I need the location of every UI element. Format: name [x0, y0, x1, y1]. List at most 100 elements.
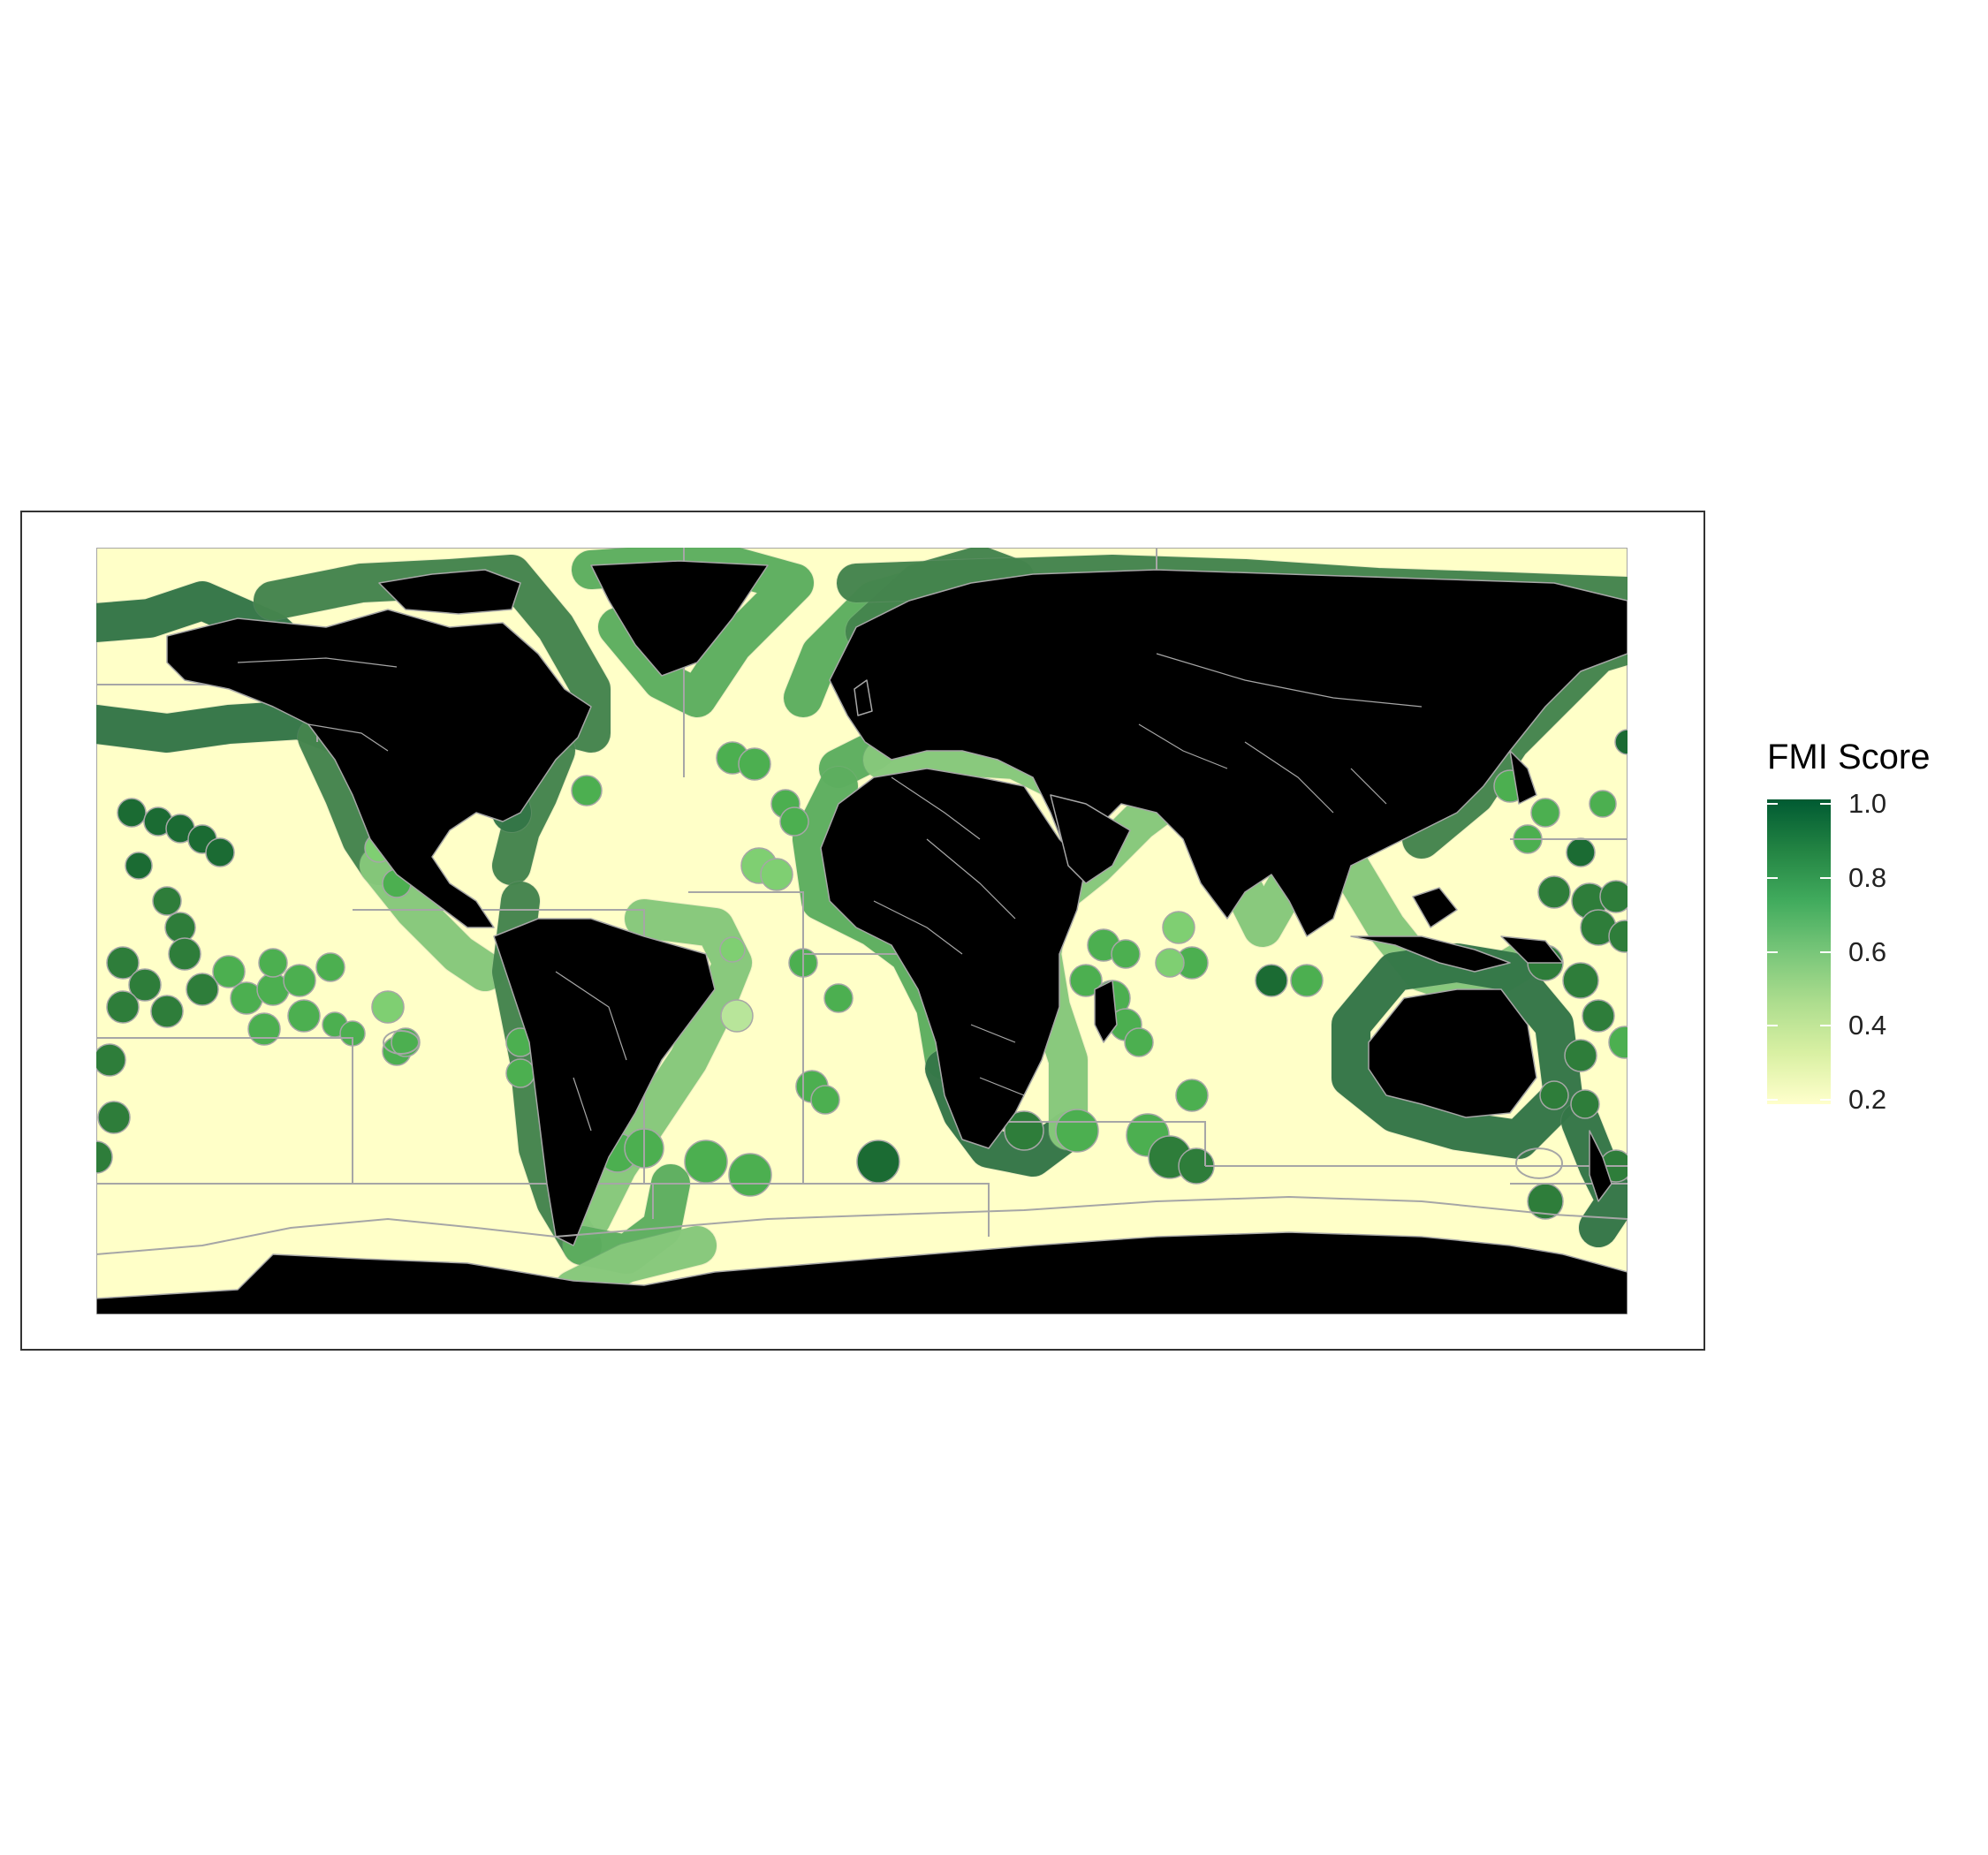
pacific-island-eez — [247, 1012, 281, 1046]
christmas-eez — [1290, 964, 1324, 997]
legend-tick-mark — [1820, 950, 1831, 953]
pacific-island-eez — [150, 995, 184, 1028]
hawaii-eez — [117, 798, 147, 828]
legend: FMI Score 1.0 0.8 0.6 0.4 0.2 — [1758, 738, 1979, 1135]
aleutian-eez — [1614, 729, 1628, 755]
pacific-island-eez — [96, 1140, 113, 1174]
crozet-eez — [1055, 1109, 1099, 1153]
cocos-eez — [1255, 964, 1288, 997]
legend-tick-mark — [1767, 950, 1778, 953]
pacific-island-eez — [164, 912, 196, 943]
legend-tick-label: 0.8 — [1848, 861, 1887, 893]
south-america — [493, 918, 716, 1246]
fiji-eez — [1608, 1026, 1628, 1059]
australia — [1368, 988, 1537, 1118]
legend-tick-mark — [1767, 876, 1778, 879]
marianas-eez — [1566, 837, 1596, 867]
pitcairn-eez — [383, 1030, 420, 1055]
country-border — [1350, 768, 1387, 805]
amsterdam-eez — [1175, 1079, 1209, 1112]
greenland-band-outline — [571, 548, 815, 718]
trindade-eez — [720, 999, 754, 1033]
pacific-island-eez — [97, 1101, 131, 1134]
bermuda-eez — [571, 775, 603, 806]
pacific-island-eez — [106, 990, 140, 1024]
legend-tick-label: 0.4 — [1848, 1010, 1887, 1041]
management-boundary — [989, 1121, 1206, 1166]
antipodes-eez — [1515, 1147, 1563, 1179]
easter-island-eez — [391, 1027, 421, 1057]
bouvet-eez — [856, 1140, 900, 1184]
antarctic-peninsula-band-outline — [553, 1225, 717, 1310]
country-border — [307, 723, 389, 752]
legend-tick-mark — [1820, 1025, 1831, 1027]
europe-asia — [829, 569, 1628, 937]
southeast-asia-islands — [1350, 935, 1511, 973]
lord-howe-eez — [1539, 1080, 1569, 1110]
cape-verde-eez — [760, 858, 793, 891]
management-boundary — [653, 1183, 990, 1237]
madagascar-eez — [1069, 964, 1103, 997]
borneo — [1412, 887, 1458, 928]
map-layer — [96, 548, 1628, 1314]
seychelles-eez — [1111, 939, 1141, 969]
legend-tick-mark — [1820, 803, 1831, 805]
micronesia-eez — [1537, 875, 1571, 909]
south-georgia-eez — [728, 1153, 772, 1197]
pacific-island-eez — [212, 955, 246, 988]
new-zealand — [1589, 1130, 1612, 1202]
pacific-island-eez — [287, 999, 321, 1033]
country-border — [1156, 653, 1423, 708]
greenland-band — [572, 548, 814, 717]
pacific-island-eez — [315, 952, 345, 982]
marshall-eez — [1608, 920, 1628, 953]
pacific-island-eez — [186, 973, 219, 1006]
maldives-eez — [1162, 911, 1195, 944]
north-america — [166, 609, 592, 928]
legend-tick-mark — [1820, 876, 1831, 879]
norfolk-eez — [1570, 1089, 1600, 1119]
pacific-island-eez — [106, 946, 140, 980]
pacific-island-eez — [125, 852, 153, 880]
azores-eez — [738, 747, 771, 781]
country-border — [873, 900, 963, 955]
pacific-island-eez — [96, 1043, 126, 1077]
country-border — [573, 1077, 592, 1132]
canary-eez — [779, 806, 809, 837]
galapagos-eez — [371, 990, 405, 1024]
japan-eez — [1530, 798, 1560, 828]
management-boundary — [688, 891, 804, 1184]
africa — [820, 768, 1087, 1149]
legend-tick-label: 1.0 — [1848, 788, 1887, 819]
country-border — [555, 971, 627, 1061]
madagascar — [1094, 980, 1118, 1043]
hawaii-eez — [205, 837, 235, 867]
tristan-eez — [810, 1085, 840, 1115]
world-map — [96, 548, 1628, 1314]
antarctic-peninsula-band — [554, 1226, 717, 1309]
legend-tick-mark — [1767, 1099, 1778, 1101]
new-caledonia-eez — [1564, 1039, 1597, 1072]
country-border — [891, 776, 981, 840]
legend-tick-mark — [1820, 1099, 1831, 1101]
legend-tick-mark — [1767, 1025, 1778, 1027]
north-pacific-eez — [1589, 790, 1617, 818]
new-guinea — [1500, 935, 1564, 964]
country-border — [1138, 723, 1228, 769]
country-border — [926, 838, 1016, 920]
uk — [854, 679, 873, 716]
country-border — [970, 1024, 1016, 1043]
micronesia-eez — [1599, 880, 1628, 913]
pacific-island-eez — [168, 937, 201, 971]
south-georgia-eez — [684, 1140, 728, 1184]
canadian-archipelago — [378, 569, 521, 615]
legend-tick-mark — [1767, 803, 1778, 805]
pacific-island-eez — [283, 964, 316, 997]
pacific-island-eez — [258, 948, 288, 978]
reunion-eez — [1124, 1027, 1154, 1057]
country-border — [1244, 741, 1334, 814]
arabian-peninsula — [1050, 794, 1131, 884]
st-helena-eez — [823, 983, 854, 1013]
solomon-eez — [1562, 962, 1599, 999]
antarctic-eez-boundary — [96, 1195, 1628, 1255]
